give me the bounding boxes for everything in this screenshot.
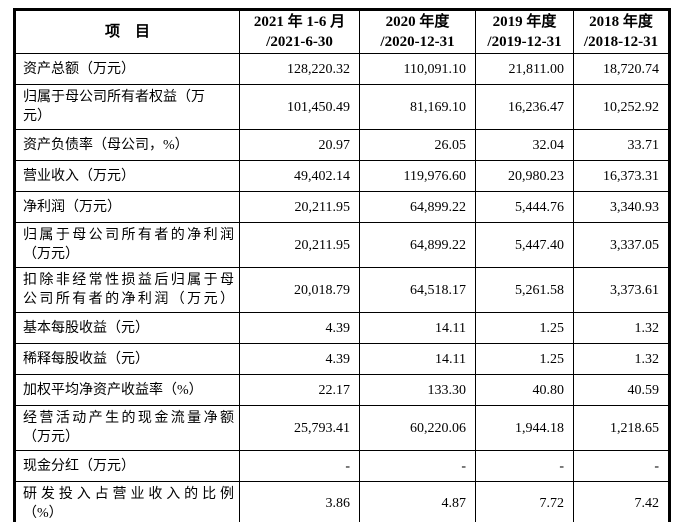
table-row: 资产负债率（母公司，%） 20.97 26.05 32.04 33.71 [14,129,670,161]
cell-value: 20,211.95 [239,222,360,268]
row-label: 加权平均净资产收益率（%） [14,374,240,406]
table-row: 归属于母公司所有者的净利润 （万元） 20,211.95 64,899.22 5… [14,222,670,268]
cell-value: 4.87 [359,481,476,522]
cell-value: 16,373.31 [573,160,670,192]
table-row: 资产总额（万元） 128,220.32 110,091.10 21,811.00… [14,53,670,85]
table-row: 经营活动产生的现金流量净额 （万元） 25,793.41 60,220.06 1… [14,405,670,451]
cell-value: 64,518.17 [359,267,476,313]
header-period-2021: 2021 年 1-6 月 /2021-6-30 [239,9,360,54]
cell-value: 5,447.40 [475,222,574,268]
table-row: 扣除非经常性损益后归属于母 公司所有者的净利润（万元） 20,018.79 64… [14,267,670,313]
cell-value: 1,944.18 [475,405,574,451]
cell-value: - [475,450,574,482]
header-period-2018: 2018 年度 /2018-12-31 [573,9,670,54]
financial-table: 项 目 2021 年 1-6 月 /2021-6-30 2020 年度 /202… [13,8,671,522]
row-label: 稀释每股收益（元） [14,343,240,375]
row-label: 净利润（万元） [14,191,240,223]
cell-value: 3,337.05 [573,222,670,268]
cell-value: 25,793.41 [239,405,360,451]
row-label: 扣除非经常性损益后归属于母 公司所有者的净利润（万元） [14,267,240,313]
cell-value: 40.80 [475,374,574,406]
cell-value: 4.39 [239,343,360,375]
table-header-row: 项 目 2021 年 1-6 月 /2021-6-30 2020 年度 /202… [14,9,670,54]
header-item-label: 项 目 [104,24,150,40]
cell-value: 1.32 [573,312,670,344]
cell-value: 20,018.79 [239,267,360,313]
cell-value: 20,211.95 [239,191,360,223]
cell-value: 1.25 [475,343,574,375]
cell-value: 1,218.65 [573,405,670,451]
row-label: 资产负债率（母公司，%） [14,129,240,161]
cell-value: 33.71 [573,129,670,161]
cell-value: 3,373.61 [573,267,670,313]
header-period-2018-title: 2018 年度 [589,14,653,30]
cell-value: 10,252.92 [573,84,670,130]
table-row: 营业收入（万元） 49,402.14 119,976.60 20,980.23 … [14,160,670,192]
table-row: 基本每股收益（元） 4.39 14.11 1.25 1.32 [14,312,670,344]
cell-value: 101,450.49 [239,84,360,130]
cell-value: 1.25 [475,312,574,344]
cell-value: 20.97 [239,129,360,161]
cell-value: 4.39 [239,312,360,344]
cell-value: 18,720.74 [573,53,670,85]
cell-value: 32.04 [475,129,574,161]
cell-value: 14.11 [359,312,476,344]
table-row: 净利润（万元） 20,211.95 64,899.22 5,444.76 3,3… [14,191,670,223]
row-label: 归属于母公司所有者权益（万 元） [14,84,240,130]
row-label: 研发投入占营业收入的比例 （%） [14,481,240,522]
row-label: 营业收入（万元） [14,160,240,192]
table-row: 现金分红（万元） - - - - [14,450,670,482]
cell-value: 110,091.10 [359,53,476,85]
cell-value: 81,169.10 [359,84,476,130]
cell-value: 20,980.23 [475,160,574,192]
row-label: 现金分红（万元） [14,450,240,482]
header-item: 项 目 [14,9,240,54]
cell-value: 7.72 [475,481,574,522]
table-row: 加权平均净资产收益率（%） 22.17 133.30 40.80 40.59 [14,374,670,406]
header-period-2020: 2020 年度 /2020-12-31 [359,9,476,54]
cell-value: 119,976.60 [359,160,476,192]
row-label: 归属于母公司所有者的净利润 （万元） [14,222,240,268]
cell-value: 3,340.93 [573,191,670,223]
cell-value: 40.59 [573,374,670,406]
cell-value: - [359,450,476,482]
header-period-2019: 2019 年度 /2019-12-31 [475,9,574,54]
cell-value: 60,220.06 [359,405,476,451]
table-row: 归属于母公司所有者权益（万 元） 101,450.49 81,169.10 16… [14,84,670,130]
table-row: 稀释每股收益（元） 4.39 14.11 1.25 1.32 [14,343,670,375]
cell-value: 14.11 [359,343,476,375]
cell-value: 21,811.00 [475,53,574,85]
cell-value: - [573,450,670,482]
cell-value: 26.05 [359,129,476,161]
header-period-2018-date: /2018-12-31 [583,34,659,50]
header-period-2020-title: 2020 年度 [385,14,450,30]
cell-value: 5,261.58 [475,267,574,313]
cell-value: 22.17 [239,374,360,406]
row-label: 基本每股收益（元） [14,312,240,344]
table-row: 研发投入占营业收入的比例 （%） 3.86 4.87 7.72 7.42 [14,481,670,522]
cell-value: 3.86 [239,481,360,522]
row-label: 经营活动产生的现金流量净额 （万元） [14,405,240,451]
cell-value: 16,236.47 [475,84,574,130]
header-period-2021-title: 2021 年 1-6 月 [253,14,346,30]
cell-value: 128,220.32 [239,53,360,85]
header-period-2021-date: /2021-6-30 [266,34,333,50]
row-label: 资产总额（万元） [14,53,240,85]
cell-value: 1.32 [573,343,670,375]
header-period-2019-title: 2019 年度 [492,14,557,30]
cell-value: 64,899.22 [359,222,476,268]
cell-value: 64,899.22 [359,191,476,223]
cell-value: 49,402.14 [239,160,360,192]
cell-value: - [239,450,360,482]
header-period-2019-date: /2019-12-31 [487,34,562,50]
cell-value: 5,444.76 [475,191,574,223]
cell-value: 7.42 [573,481,670,522]
header-period-2020-date: /2020-12-31 [380,34,455,50]
cell-value: 133.30 [359,374,476,406]
